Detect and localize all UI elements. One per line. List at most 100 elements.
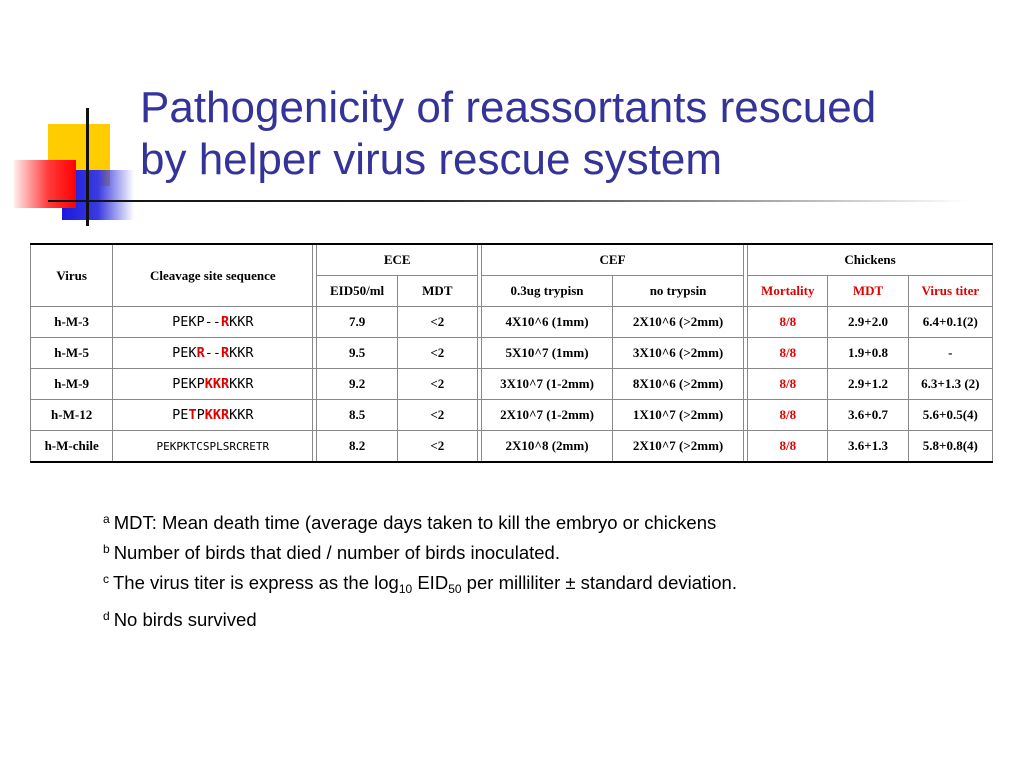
sequence-segment: KKR [229, 345, 254, 361]
column-gap [743, 399, 749, 431]
footnote-text-pre: The virus titer is express as the log [113, 572, 399, 593]
cell-no-trypsin: 2X10^6 (>2mm) [612, 306, 745, 338]
sequence-segment: PE [172, 407, 189, 423]
cell-mortality: 8/8 [747, 399, 829, 431]
footnote-d: d No birds survived [103, 603, 737, 633]
column-gap [312, 430, 318, 463]
cell-ece-mdt: <2 [396, 306, 478, 338]
footnote-text: Number of birds that died / number of bi… [113, 542, 560, 563]
cell-trypsin: 3X10^7 (1-2mm) [481, 368, 614, 400]
header-chickens-mdt: MDT [827, 275, 909, 307]
cell-ece-mdt: <2 [396, 399, 478, 431]
footnote-a: a MDT: Mean death time (average days take… [103, 506, 737, 536]
sequence-highlight: R [220, 314, 230, 330]
cell-mortality: 8/8 [747, 337, 829, 369]
cell-cleavage-sequence: PEKR--RKKR [112, 337, 314, 369]
sequence-segment: P [196, 407, 205, 423]
footnote-mark: c [103, 572, 109, 586]
table-row: h-M-9 PEKPKKRKKR 9.2 <2 3X10^7 (1-2mm) 8X10^6… [29, 368, 994, 400]
cell-mortality: 8/8 [747, 430, 829, 463]
cell-virus: h-M-5 [29, 337, 114, 369]
footnote-mark: d [103, 609, 110, 623]
cell-chickens-mdt: 2.9+1.2 [827, 368, 909, 400]
footnote-text-mid: EID [412, 572, 449, 593]
header-virus-titer: Virus titer [907, 275, 994, 307]
sequence-segment: KKR [229, 376, 254, 392]
table-body: h-M-3 PEKP--RKKR 7.9 <2 4X10^6 (1mm) 2X10^6 (… [29, 306, 994, 463]
cell-virus: h-M-3 [29, 306, 114, 338]
sequence-segment: PEKP [172, 376, 205, 392]
cell-virus-titer: 5.8+0.8(4) [907, 430, 994, 463]
sequence-segment: KKR [229, 407, 254, 423]
column-gap [476, 430, 483, 463]
footnote-text: No birds survived [113, 609, 257, 630]
cell-no-trypsin: 2X10^7 (>2mm) [612, 430, 745, 463]
cell-cleavage-sequence: PEKPKKRKKR [112, 368, 314, 400]
footnote-text: MDT: Mean death time (average days taken… [113, 512, 717, 533]
cell-no-trypsin: 3X10^6 (>2mm) [612, 337, 745, 369]
cell-virus-titer: 5.6+0.5(4) [907, 399, 994, 431]
title-underline [48, 200, 968, 202]
table-row: h-M-3 PEKP--RKKR 7.9 <2 4X10^6 (1mm) 2X10^6 (… [29, 306, 994, 338]
cell-virus: h-M-12 [29, 399, 114, 431]
cell-chickens-mdt: 3.6+0.7 [827, 399, 909, 431]
cell-eid50: 9.2 [316, 368, 398, 400]
sequence-segment: KKR [229, 314, 254, 330]
cell-mortality: 8/8 [747, 368, 829, 400]
footnotes: a MDT: Mean death time (average days take… [103, 506, 737, 633]
cell-eid50: 8.2 [316, 430, 398, 463]
sequence-segment: -- [204, 345, 221, 361]
header-no-trypsin: no trypsin [612, 275, 745, 307]
header-eid50: EID50/ml [316, 275, 398, 307]
table-header-row-1: Virus Cleavage site sequence ECE CEF Chi… [29, 243, 993, 307]
cell-chickens-mdt: 2.9+2.0 [827, 306, 909, 338]
header-ece: ECE [316, 243, 478, 276]
cell-chickens-mdt: 3.6+1.3 [827, 430, 909, 463]
footnote-c: c The virus titer is express as the log10… [103, 566, 737, 603]
column-gap [743, 430, 749, 463]
cell-virus: h-M-9 [29, 368, 114, 400]
cell-ece-mdt: <2 [396, 430, 478, 463]
cell-ece-mdt: <2 [396, 368, 478, 400]
cell-ece-mdt: <2 [396, 337, 478, 369]
table-row: h-M-chile PEKPKTCSPLSRCRETR 8.2 <2 2X10^8 (2… [29, 430, 994, 463]
cell-eid50: 8.5 [316, 399, 398, 431]
eid-subscript: 50 [448, 582, 462, 596]
cell-trypsin: 4X10^6 (1mm) [481, 306, 614, 338]
cell-mortality: 8/8 [747, 306, 829, 338]
cell-virus-titer: - [907, 337, 994, 369]
slide-title-line-1: Pathogenicity of reassortants rescued [140, 83, 877, 132]
sequence-highlight: KKR [204, 376, 230, 392]
footnote-text-post: per milliliter ± standard deviation. [461, 572, 737, 593]
table-row: h-M-12 PETPKKRKKR 8.5 <2 2X10^7 (1-2mm) 1X10^… [29, 399, 994, 431]
cell-cleavage-sequence: PETPKKRKKR [112, 399, 314, 431]
log-base: 10 [398, 582, 413, 596]
sequence-highlight: T [188, 407, 197, 423]
sequence-highlight: KKR [204, 407, 230, 423]
cell-virus-titer: 6.3+1.3 (2) [907, 368, 994, 400]
slide-title-line-2: by helper virus rescue system [140, 135, 722, 184]
cell-virus: h-M-chile [29, 430, 114, 463]
header-trypsin: 0.3ug trypisn [481, 275, 614, 307]
cell-no-trypsin: 8X10^6 (>2mm) [612, 368, 745, 400]
slide-title: Pathogenicity of reassortants rescued by… [140, 82, 876, 186]
cell-cleavage-sequence: PEKPKTCSPLSRCRETR [112, 430, 314, 463]
sequence-segment: PEKPKTCSPLSRCRETR [156, 439, 270, 453]
table-row: h-M-5 PEKR--RKKR 9.5 <2 5X10^7 (1mm) 3X10^6 (… [29, 337, 994, 369]
cell-no-trypsin: 1X10^7 (>2mm) [612, 399, 745, 431]
decor-vertical-line [86, 108, 89, 226]
cell-trypsin: 2X10^8 (2mm) [481, 430, 614, 463]
footnote-b: b Number of birds that died / number of b… [103, 536, 737, 566]
cell-cleavage-sequence: PEKP--RKKR [112, 306, 314, 338]
column-gap [476, 399, 483, 431]
footnote-mark: a [103, 512, 110, 526]
header-mortality: Mortality [747, 275, 829, 307]
footnote-mark: b [103, 542, 110, 556]
sequence-highlight: R [220, 345, 230, 361]
header-virus: Virus [29, 243, 114, 307]
pathogenicity-table: Virus Cleavage site sequence ECE CEF Chi… [29, 243, 994, 463]
header-ece-mdt: MDT [396, 275, 478, 307]
cell-virus-titer: 6.4+0.1(2) [907, 306, 994, 338]
cell-trypsin: 5X10^7 (1mm) [481, 337, 614, 369]
cell-eid50: 9.5 [316, 337, 398, 369]
